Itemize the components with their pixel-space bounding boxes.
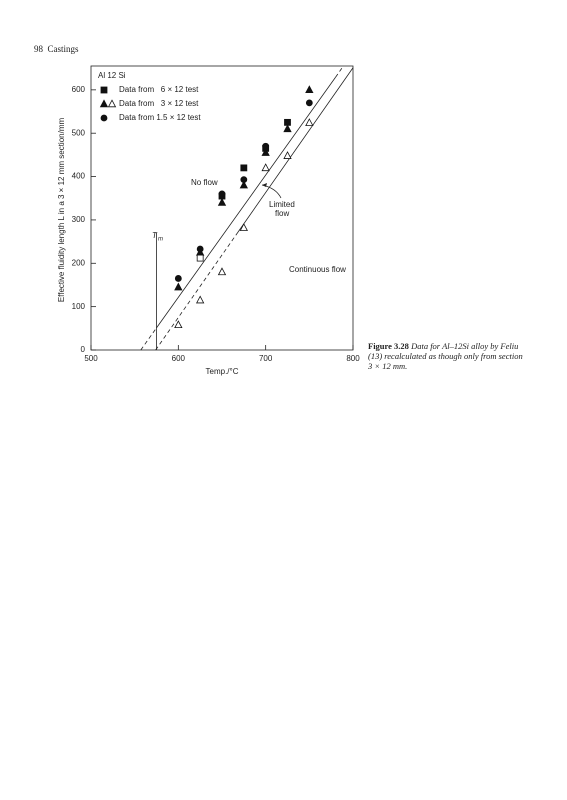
data-point <box>217 197 227 206</box>
legend-label: Data from 6 × 12 test <box>119 85 199 94</box>
data-point <box>239 223 248 231</box>
data-point <box>196 254 204 262</box>
data-point <box>305 118 314 126</box>
legend-marker <box>100 114 108 122</box>
no-flow-label: No flow <box>191 178 218 187</box>
fit-line <box>335 65 344 78</box>
y-tick-label: 0 <box>81 345 86 354</box>
caption-label: Figure 3.28 <box>368 341 409 351</box>
legend-title: Al 12 Si <box>98 71 126 80</box>
y-tick-label: 300 <box>72 215 86 224</box>
page-number: 98 <box>34 44 43 54</box>
chart: Al 12 Si Temp./°C Effective fluidity len… <box>57 65 360 376</box>
y-tick-label: 100 <box>72 302 86 311</box>
data-point <box>261 148 270 156</box>
data-point <box>239 180 248 189</box>
legend-label: Data from 1.5 × 12 test <box>119 113 201 122</box>
caption: Figure 3.28 Data for Al–12Si alloy by Fe… <box>368 341 528 371</box>
plot-frame <box>90 65 354 351</box>
fit-line <box>155 232 239 351</box>
y-axis-label: Effective fluidity length L in a 3 × 12 … <box>57 118 66 303</box>
data-point <box>174 282 183 291</box>
x-tick-label: 700 <box>259 354 273 363</box>
data-point <box>261 163 270 172</box>
tm-label: T <box>152 231 158 240</box>
legend-marker <box>99 99 109 108</box>
x-tick-label: 600 <box>172 354 186 363</box>
data-point <box>218 190 226 198</box>
x-axis-label: Temp./°C <box>206 367 239 376</box>
continuous-flow-label: Continuous flow <box>289 265 346 274</box>
data-point <box>217 267 227 276</box>
arrow-head <box>262 183 267 187</box>
data-point <box>240 176 248 184</box>
limited-flow-label: flow <box>275 209 289 218</box>
data-point <box>240 164 248 172</box>
running-title: Castings <box>47 44 79 54</box>
limited-flow-label: Limited <box>269 200 295 209</box>
legend-marker <box>107 99 117 108</box>
data-point <box>174 275 182 282</box>
x-tick-label: 800 <box>346 354 360 363</box>
y-tick-label: 400 <box>72 172 86 181</box>
data-point <box>283 151 292 159</box>
page-header: 98 Castings <box>34 44 79 54</box>
data-point <box>196 295 205 304</box>
data-point <box>305 99 313 107</box>
data-point <box>283 124 292 133</box>
data-point <box>305 85 314 94</box>
arrow <box>261 184 282 199</box>
x-tick-label: 500 <box>84 354 98 363</box>
caption-text: Data for Al–12Si alloy by Feliu (13) rec… <box>368 341 523 371</box>
y-tick-label: 500 <box>72 128 86 137</box>
data-point <box>196 245 204 253</box>
data-point <box>262 142 270 150</box>
y-tick-label: 600 <box>72 85 86 94</box>
legend-label: Data from 3 × 12 test <box>119 99 199 108</box>
fit-line <box>237 67 354 233</box>
data-point <box>174 320 183 329</box>
tm-subscript: m <box>158 237 163 243</box>
fit-line <box>156 77 336 329</box>
legend-marker <box>100 86 108 94</box>
fit-line <box>140 327 157 351</box>
y-tick-label: 200 <box>72 258 86 267</box>
